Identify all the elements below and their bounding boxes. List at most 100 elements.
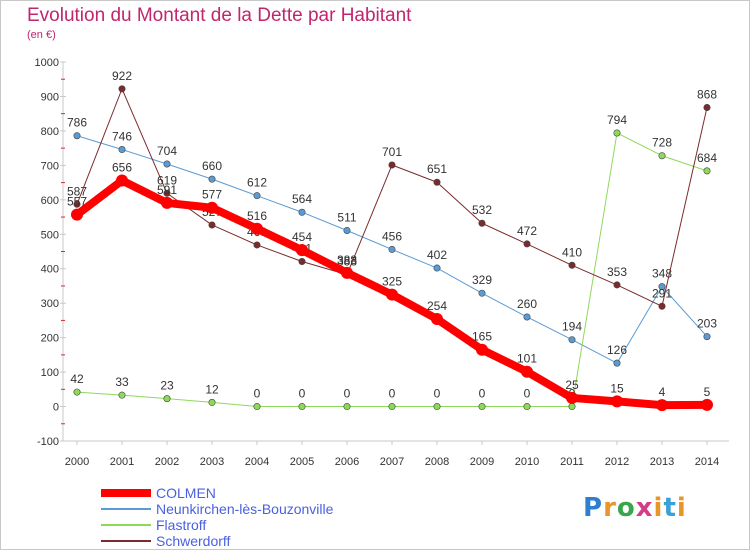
x-tick-label: 2013 (650, 456, 674, 468)
data-label: 0 (344, 387, 351, 401)
data-label: 612 (247, 176, 267, 190)
data-label: 42 (70, 372, 84, 386)
data-point (703, 167, 711, 175)
data-label: 651 (427, 162, 447, 176)
data-label: 472 (517, 224, 537, 238)
data-point (208, 398, 216, 406)
data-point (163, 189, 171, 197)
chart-plot: -100010020030040050060070080090010002000… (35, 57, 729, 468)
data-point (388, 161, 396, 169)
data-point (73, 200, 81, 208)
data-point (118, 391, 126, 399)
data-point (478, 219, 486, 227)
y-tick-label: 200 (41, 333, 59, 345)
x-tick-label: 2005 (290, 456, 314, 468)
data-label: 656 (112, 161, 132, 175)
data-label: 456 (382, 229, 402, 243)
data-label: 165 (472, 330, 492, 344)
data-point (703, 103, 711, 111)
data-label: 12 (205, 382, 219, 396)
x-tick-label: 2007 (380, 456, 404, 468)
data-label: 684 (697, 151, 717, 165)
data-point (163, 395, 171, 403)
data-point (658, 152, 666, 160)
data-label: 511 (337, 210, 356, 224)
data-label: 325 (382, 275, 402, 289)
data-label: 516 (247, 209, 267, 223)
data-label: 23 (160, 379, 174, 393)
data-point (703, 333, 711, 341)
data-label: 577 (202, 188, 222, 202)
data-label: 532 (472, 203, 492, 217)
legend-swatch (101, 540, 151, 542)
data-label: 260 (517, 297, 537, 311)
data-point (568, 403, 576, 411)
data-point (611, 395, 623, 408)
data-label: 383 (337, 255, 357, 269)
data-label: 922 (112, 69, 132, 83)
data-label: 794 (607, 113, 627, 127)
x-tick-label: 2001 (110, 456, 134, 468)
data-point (568, 261, 576, 269)
data-point (523, 240, 531, 248)
data-point (73, 132, 81, 140)
data-label: 410 (562, 245, 582, 259)
data-point (433, 264, 441, 272)
data-label: 5 (704, 385, 711, 399)
data-point (296, 244, 308, 257)
x-tick-label: 2008 (425, 456, 449, 468)
data-point (251, 222, 263, 235)
x-tick-label: 2014 (695, 456, 719, 468)
data-point (388, 403, 396, 411)
y-tick-label: 400 (41, 264, 59, 276)
data-point (521, 365, 533, 378)
data-label: 0 (254, 387, 261, 401)
legend-label: Schwerdorff (156, 533, 231, 549)
legend-label: Flastroff (156, 517, 207, 533)
x-tick-label: 2011 (560, 456, 584, 468)
data-label: 0 (299, 387, 306, 401)
data-point (116, 174, 128, 187)
y-tick-label: 100 (41, 367, 59, 379)
data-point (298, 208, 306, 216)
data-point (343, 403, 351, 411)
data-label: 557 (67, 195, 87, 209)
data-label: 329 (472, 273, 492, 287)
data-point (118, 85, 126, 93)
data-point (478, 289, 486, 297)
data-point (613, 359, 621, 367)
data-label: 353 (607, 265, 627, 279)
data-label: 203 (697, 317, 717, 331)
data-point (523, 313, 531, 321)
data-point (433, 403, 441, 411)
data-label: 587 (67, 184, 87, 198)
data-label: 33 (115, 375, 129, 389)
data-label: 728 (652, 136, 672, 150)
data-label: 0 (479, 387, 486, 401)
series-flastroff: 4233231200000000794728684 (70, 113, 717, 411)
data-point (253, 403, 261, 411)
x-tick-label: 2006 (335, 456, 359, 468)
data-label: 868 (697, 87, 717, 101)
proxiti-logo: Proxiti (583, 493, 687, 523)
data-point (388, 245, 396, 253)
x-tick-label: 2002 (155, 456, 179, 468)
data-label: 619 (157, 173, 177, 187)
data-point (73, 388, 81, 396)
data-point (253, 192, 261, 200)
y-tick-label: 800 (41, 126, 59, 138)
data-label: 564 (292, 192, 312, 206)
data-point (298, 257, 306, 265)
data-label: 0 (434, 387, 441, 401)
data-label: 0 (524, 387, 531, 401)
data-label: 25 (565, 378, 579, 392)
data-label: 194 (562, 320, 582, 334)
series-colmen: 557 656 591 577 516 454 388 325 254 165 101 25 15 4 5 (67, 161, 713, 412)
legend-label: Neunkirchen-lès-Bouzonville (156, 501, 334, 517)
y-tick-label: -100 (37, 436, 59, 448)
x-tick-label: 2003 (200, 456, 224, 468)
data-label: 291 (652, 286, 672, 300)
data-point (343, 226, 351, 234)
data-label: 454 (292, 230, 312, 244)
